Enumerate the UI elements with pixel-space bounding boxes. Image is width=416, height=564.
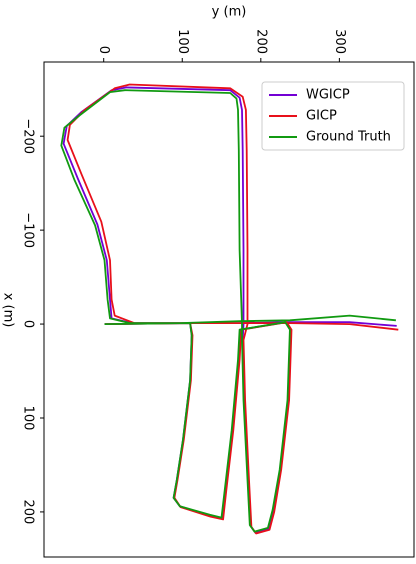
- legend-label: Ground Truth: [306, 130, 391, 145]
- x-tick-label: −200: [21, 118, 36, 154]
- x-tick-label: 0: [21, 320, 36, 328]
- series-line: [66, 83, 399, 535]
- y-axis-label: y (m): [212, 5, 247, 20]
- y-tick-label: 200: [253, 29, 268, 54]
- x-tick-label: −100: [21, 212, 36, 248]
- y-tick-label: 100: [175, 29, 190, 54]
- x-tick-label: 200: [21, 500, 36, 525]
- y-tick-label: 300: [332, 29, 347, 54]
- series-line: [60, 89, 396, 533]
- legend-label: GICP: [306, 109, 337, 124]
- y-tick-label: 0: [96, 46, 111, 54]
- x-axis-label: x (m): [1, 293, 16, 328]
- legend-box: [261, 81, 405, 151]
- legend-label: WGICP: [306, 88, 350, 103]
- x-tick-label: 100: [21, 406, 36, 431]
- plot-frame: [43, 61, 415, 558]
